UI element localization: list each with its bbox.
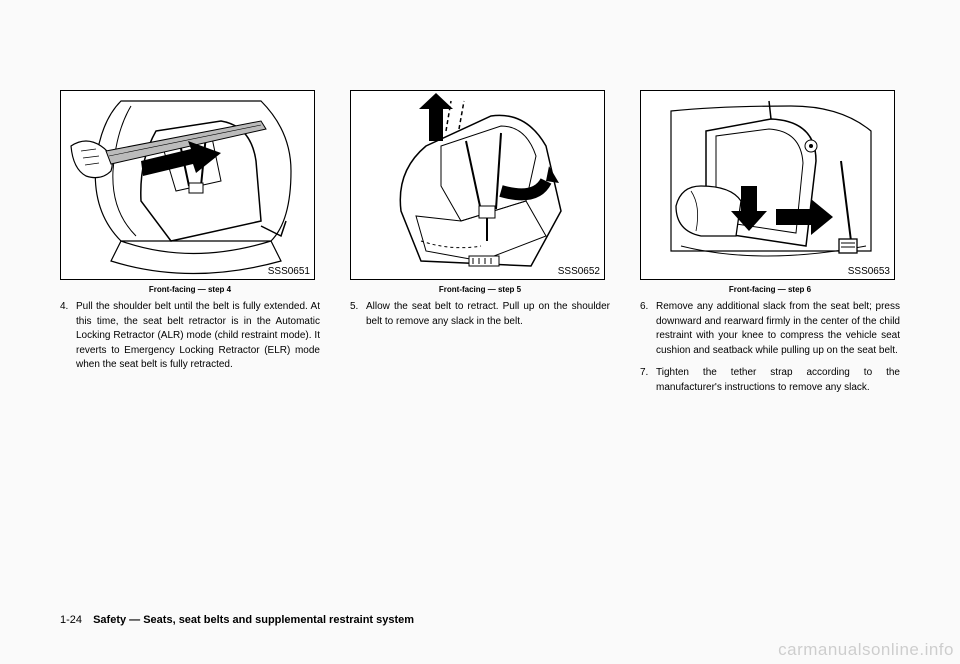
step-text: Pull the shoulder belt until the belt is… xyxy=(76,300,320,373)
page-number: 1-24 xyxy=(60,614,82,626)
step-number: 5. xyxy=(350,300,366,329)
figure-code-3: SSS0653 xyxy=(848,266,890,277)
step-item: 6. Remove any additional slack from the … xyxy=(640,300,900,358)
step-item: 7. Tighten the tether strap according to… xyxy=(640,366,900,395)
steps-list-1: 4. Pull the shoulder belt until the belt… xyxy=(60,300,320,373)
figure-caption-2: Front-facing — step 5 xyxy=(350,285,610,294)
figure-caption-3: Front-facing — step 6 xyxy=(640,285,900,294)
figure-step4: SSS0651 xyxy=(60,90,315,280)
column-3: SSS0653 Front-facing — step 6 6. Remove … xyxy=(640,90,900,403)
step-number: 6. xyxy=(640,300,656,358)
section-title: Safety — Seats, seat belts and supplemen… xyxy=(93,614,414,626)
step-item: 5. Allow the seat belt to retract. Pull … xyxy=(350,300,610,329)
watermark-text: carmanualsonline.info xyxy=(778,640,954,660)
figure-step6: SSS0653 xyxy=(640,90,895,280)
step-item: 4. Pull the shoulder belt until the belt… xyxy=(60,300,320,373)
steps-list-3: 6. Remove any additional slack from the … xyxy=(640,300,900,395)
figure-code-2: SSS0652 xyxy=(558,266,600,277)
steps-list-2: 5. Allow the seat belt to retract. Pull … xyxy=(350,300,610,329)
content-columns: SSS0651 Front-facing — step 4 4. Pull th… xyxy=(0,0,960,403)
figure-caption-1: Front-facing — step 4 xyxy=(60,285,320,294)
manual-page: SSS0651 Front-facing — step 4 4. Pull th… xyxy=(0,0,960,664)
column-1: SSS0651 Front-facing — step 4 4. Pull th… xyxy=(60,90,320,403)
page-footer: 1-24 Safety — Seats, seat belts and supp… xyxy=(60,614,414,626)
step-number: 4. xyxy=(60,300,76,373)
figure-step5: SSS0652 xyxy=(350,90,605,280)
step-text: Remove any additional slack from the sea… xyxy=(656,300,900,358)
step-text: Tighten the tether strap according to th… xyxy=(656,366,900,395)
step-text: Allow the seat belt to retract. Pull up … xyxy=(366,300,610,329)
column-2: SSS0652 Front-facing — step 5 5. Allow t… xyxy=(350,90,610,403)
step-number: 7. xyxy=(640,366,656,395)
figure-code-1: SSS0651 xyxy=(268,266,310,277)
